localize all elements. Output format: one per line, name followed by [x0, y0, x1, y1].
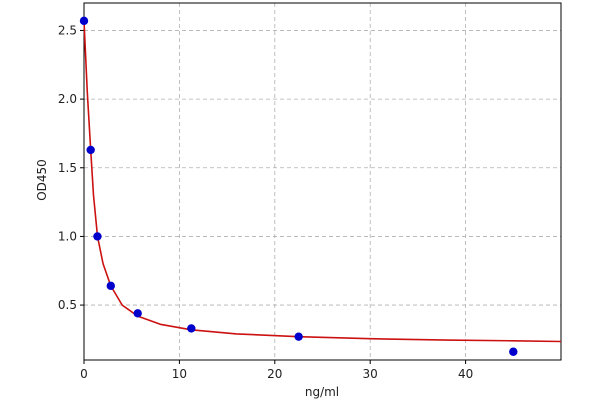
- y-tick-label: 2.5: [58, 23, 77, 37]
- x-axis-label: ng/ml: [305, 385, 339, 399]
- data-point: [294, 332, 303, 341]
- data-point: [509, 347, 518, 356]
- y-tick-label: 1.0: [58, 229, 77, 243]
- plot-area-frame: [83, 2, 562, 361]
- data-point: [93, 232, 102, 241]
- data-points-layer: [79, 16, 518, 356]
- x-tick-label: 30: [363, 367, 378, 381]
- grid: [84, 3, 561, 360]
- data-point: [187, 324, 196, 333]
- y-tick-label: 2.0: [58, 92, 77, 106]
- x-tick-label: 10: [172, 367, 187, 381]
- y-axis-label: OD450: [35, 159, 49, 201]
- y-tick-label: 1.5: [58, 161, 77, 175]
- data-point: [86, 145, 95, 155]
- data-point: [106, 281, 116, 291]
- x-tick-label: 40: [458, 367, 473, 381]
- x-tick-label: 0: [80, 367, 88, 381]
- data-point: [79, 16, 89, 26]
- axis-ticks: 0 10 20 30 40 0.5 1.0 1.5 2.0 2.5: [58, 23, 473, 381]
- y-tick-label: 0.5: [58, 298, 77, 312]
- x-tick-label: 20: [267, 367, 282, 381]
- data-point: [133, 309, 142, 318]
